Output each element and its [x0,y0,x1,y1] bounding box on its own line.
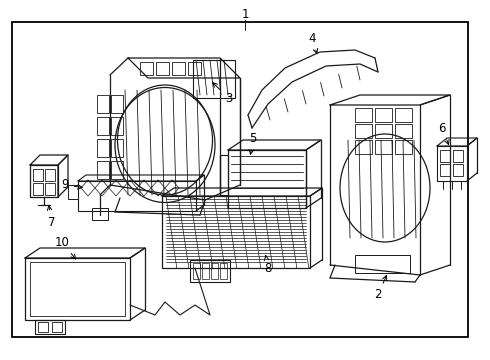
Bar [97,117,109,135]
Bar [25,258,130,320]
Bar [220,263,227,279]
Bar [440,150,450,162]
Bar [355,124,372,138]
Bar [162,196,310,268]
Bar [211,263,218,279]
Bar [440,164,450,176]
Bar [111,161,123,179]
Bar [375,124,392,138]
Bar [140,62,153,75]
Bar [33,183,43,195]
Text: 2: 2 [374,275,387,302]
Bar [172,62,185,75]
Text: 3: 3 [213,83,232,104]
Bar [190,260,230,282]
Text: 4: 4 [308,31,318,53]
Bar [111,139,123,157]
Bar [68,185,78,199]
Bar [30,165,58,197]
Bar [45,183,55,195]
Bar [453,150,463,162]
Bar [12,22,468,337]
Bar [97,139,109,157]
Bar [355,140,372,154]
Bar [78,181,196,211]
Text: 5: 5 [249,131,257,154]
Bar [355,255,410,273]
Bar [453,164,463,176]
Bar [375,108,392,122]
Bar [52,322,62,332]
Bar [92,208,108,220]
Bar [97,161,109,179]
Bar [193,60,235,98]
Bar [97,95,109,113]
Bar [30,262,125,316]
Text: 9: 9 [61,179,82,192]
Text: 10: 10 [54,235,75,259]
Bar [38,322,48,332]
Bar [355,108,372,122]
Bar [437,146,467,181]
Bar [193,263,200,279]
Bar [395,108,412,122]
Bar [35,320,65,334]
Bar [202,263,209,279]
Bar [45,169,55,181]
Text: 8: 8 [264,256,271,274]
Bar [395,140,412,154]
Bar [111,95,123,113]
Bar [156,62,169,75]
Text: 1: 1 [241,8,249,21]
Bar [33,169,43,181]
Bar [228,150,306,208]
Bar [111,117,123,135]
Text: 6: 6 [438,122,449,144]
Bar [395,124,412,138]
Bar [188,62,201,75]
Text: 7: 7 [48,206,56,229]
Bar [375,140,392,154]
